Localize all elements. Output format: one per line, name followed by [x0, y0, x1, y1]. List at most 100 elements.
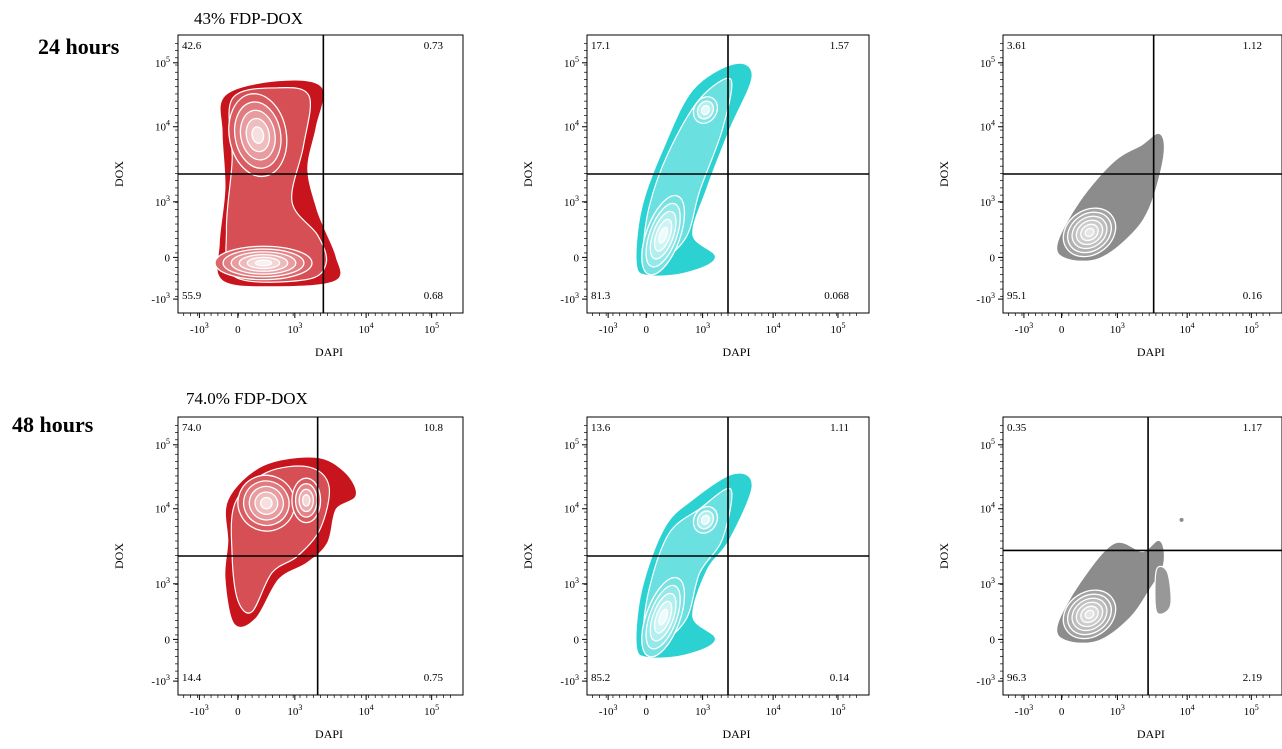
x-tick-label: 105	[830, 321, 845, 336]
y-axis-label: DOX	[521, 543, 535, 569]
flow-panel-3: 3.61 1.12 95.1 0.16 -103 0 103 104 105 105 104 103 0…	[937, 34, 1282, 359]
x-axis-label: DAPI	[722, 727, 750, 741]
quadrant-value-lower-right: 0.68	[424, 290, 444, 302]
quadrant-value-upper-right: 1.17	[1243, 422, 1263, 434]
y-axis-label: DOX	[112, 161, 126, 187]
x-tick-label: -103	[599, 703, 618, 718]
y-axis-label: DOX	[937, 543, 951, 569]
y-tick-label: 104	[564, 501, 579, 516]
quadrant-value-upper-left: 17.1	[591, 40, 610, 52]
x-tick-label: 103	[1110, 703, 1125, 718]
quadrant-value-upper-left: 74.0	[182, 422, 202, 434]
quadrant-value-lower-left: 55.9	[182, 290, 202, 302]
x-tick-label: 103	[287, 321, 302, 336]
y-tick-label: 0	[165, 252, 171, 264]
quadrant-value-upper-right: 10.8	[424, 422, 444, 434]
y-axis-label: DOX	[112, 543, 126, 569]
x-axis-label: DAPI	[722, 345, 750, 359]
density-contour	[1084, 227, 1095, 238]
flow-panel-6: 0.35 1.17 96.3 2.19 -103 0 103 104 105 105 104 103 0…	[937, 416, 1282, 741]
x-axis-label: DAPI	[1137, 345, 1165, 359]
density-contour	[700, 514, 711, 525]
density-contour	[301, 494, 311, 507]
x-tick-label: 105	[424, 703, 439, 718]
y-axis-label: DOX	[937, 161, 951, 187]
flow-panel-4: 74.0 10.8 14.4 0.75 -103 0 103 104 105 105 104 103 0…	[112, 416, 464, 741]
y-tick-label: 0	[990, 634, 996, 646]
density-contour	[700, 104, 711, 116]
quadrant-value-lower-left: 96.3	[1007, 672, 1027, 684]
y-tick-label: -103	[976, 291, 995, 306]
x-axis-label: DAPI	[315, 727, 343, 741]
flow-panel-1: 42.6 0.73 55.9 0.68 -103 0 103 104 105 105 104 103 0…	[112, 34, 464, 359]
quadrant-value-lower-left: 14.4	[182, 672, 202, 684]
quadrant-value-upper-left: 3.61	[1007, 40, 1026, 52]
density-contour	[1154, 565, 1172, 615]
x-tick-label: 103	[695, 703, 710, 718]
x-tick-label: 105	[1244, 703, 1259, 718]
y-tick-label: 103	[980, 576, 995, 591]
x-tick-label: 104	[1180, 321, 1195, 336]
density-plot	[1057, 133, 1164, 261]
quadrant-value-lower-right: 2.19	[1243, 672, 1263, 684]
x-tick-label: -103	[1015, 703, 1034, 718]
quadrant-value-lower-left: 85.2	[591, 672, 610, 684]
quadrant-value-lower-right: 0.14	[830, 672, 850, 684]
density-contour	[1084, 609, 1095, 620]
y-tick-label: -103	[560, 673, 579, 688]
quadrant-value-upper-right: 1.11	[830, 422, 849, 434]
x-tick-label: -103	[190, 703, 209, 718]
panel-title-48h: 74.0% FDP-DOX	[186, 389, 308, 408]
x-tick-label: 104	[766, 703, 781, 718]
y-axis-label: DOX	[521, 161, 535, 187]
x-tick-label: 103	[1110, 321, 1125, 336]
y-tick-label: 104	[155, 119, 170, 134]
density-plot	[636, 63, 752, 276]
y-tick-label: -103	[151, 673, 170, 688]
x-tick-label: 105	[1244, 321, 1259, 336]
x-tick-label: 0	[643, 324, 649, 336]
row-label-48h: 48 hours	[12, 412, 94, 437]
density-contour	[251, 126, 265, 144]
x-tick-label: 105	[830, 703, 845, 718]
y-tick-label: 0	[574, 252, 580, 264]
y-tick-label: 103	[564, 576, 579, 591]
event-dot	[1179, 517, 1184, 522]
quadrant-value-upper-right: 0.73	[424, 40, 444, 52]
quadrant-value-upper-left: 0.35	[1007, 422, 1027, 434]
density-plot	[1057, 517, 1184, 643]
density-plot	[225, 457, 356, 627]
quadrant-value-lower-right: 0.16	[1243, 290, 1263, 302]
quadrant-value-lower-left: 81.3	[591, 290, 611, 302]
quadrant-value-lower-right: 0.068	[824, 290, 849, 302]
x-tick-label: -103	[190, 321, 209, 336]
x-tick-label: 0	[235, 706, 241, 718]
y-tick-label: 104	[564, 119, 579, 134]
density-plot	[636, 473, 752, 658]
x-axis-label: DAPI	[315, 345, 343, 359]
y-tick-label: 105	[980, 55, 995, 70]
x-tick-label: 103	[287, 703, 302, 718]
density-contour	[254, 259, 273, 267]
y-tick-label: 105	[980, 437, 995, 452]
x-tick-label: -103	[599, 321, 618, 336]
quadrant-value-lower-right: 0.75	[424, 672, 444, 684]
density-contour	[260, 496, 273, 510]
x-tick-label: 104	[359, 703, 374, 718]
quadrant-value-upper-left: 42.6	[182, 40, 202, 52]
panel-title-24h: 43% FDP-DOX	[194, 9, 304, 28]
quadrant-value-lower-left: 95.1	[1007, 290, 1026, 302]
y-tick-label: 105	[564, 55, 579, 70]
quadrant-value-upper-right: 1.12	[1243, 40, 1262, 52]
quadrant-value-upper-left: 13.6	[591, 422, 611, 434]
y-tick-label: 0	[165, 634, 171, 646]
y-tick-label: 105	[155, 55, 170, 70]
x-tick-label: 104	[1180, 703, 1195, 718]
y-tick-label: 103	[155, 576, 170, 591]
y-tick-label: 103	[980, 194, 995, 209]
x-axis-label: DAPI	[1137, 727, 1165, 741]
quadrant-value-upper-right: 1.57	[830, 40, 850, 52]
x-tick-label: 0	[643, 706, 649, 718]
x-tick-label: 103	[695, 321, 710, 336]
x-tick-label: 0	[1059, 706, 1065, 718]
